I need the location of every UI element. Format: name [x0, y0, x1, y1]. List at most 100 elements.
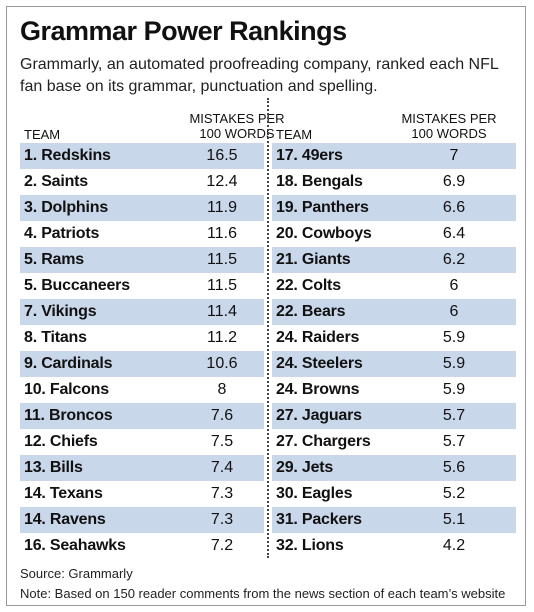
chart-title: Grammar Power Rankings — [20, 16, 347, 46]
table-left-column: 1. Redskins 16.5 2. Saints 12.4 3. Dolphins 1… — [20, 143, 264, 559]
mistakes-value: 6 — [449, 303, 459, 320]
mistakes-value: 16.5 — [206, 147, 238, 164]
team-name: 29. Jets — [276, 459, 334, 476]
mistakes-value: 11.5 — [207, 251, 237, 268]
footnote: Note: Based on 150 reader comments from … — [20, 586, 506, 601]
mistakes-value: 12.4 — [206, 173, 238, 190]
table-row: 2. Saints 12.4 — [20, 169, 264, 195]
mistakes-value: 7.4 — [210, 459, 234, 476]
left-value-header: MISTAKES PER 100 WORDS — [162, 111, 312, 141]
table-row: 20. Cowboys 6.4 — [272, 221, 516, 247]
mistakes-value: 7.5 — [210, 433, 234, 450]
table-row: 27. Jaguars 5.7 — [272, 403, 516, 429]
table-row: 14. Ravens 7.3 — [20, 507, 264, 533]
team-name: 14. Ravens — [24, 511, 106, 528]
table-row: 5. Rams 11.5 — [20, 247, 264, 273]
team-name: 27. Jaguars — [276, 407, 362, 424]
right-team-header: TEAM — [276, 127, 313, 142]
table-row: 30. Eagles 5.2 — [272, 481, 516, 507]
left-value-header-line1: MISTAKES PER — [189, 111, 285, 126]
table-row: 7. Vikings 11.4 — [20, 299, 264, 325]
table-row: 32. Lions 4.2 — [272, 533, 516, 559]
team-name: 31. Packers — [276, 511, 362, 528]
table-row: 29. Jets 5.6 — [272, 455, 516, 481]
mistakes-value: 7.3 — [210, 511, 234, 528]
mistakes-value: 5.2 — [442, 485, 466, 502]
table-row: 10. Falcons 8 — [20, 377, 264, 403]
team-name: 5. Rams — [24, 251, 84, 268]
right-value-header: MISTAKES PER 100 WORDS — [374, 111, 524, 141]
table-row: 17. 49ers 7 — [272, 143, 516, 169]
mistakes-value: 11.5 — [207, 277, 237, 294]
team-name: 30. Eagles — [276, 485, 353, 502]
source-note: Source: Grammarly — [20, 566, 133, 581]
mistakes-value: 10.6 — [206, 355, 238, 372]
table-row: 12. Chiefs 7.5 — [20, 429, 264, 455]
team-name: 16. Seahawks — [24, 537, 126, 554]
table-row: 22. Colts 6 — [272, 273, 516, 299]
team-name: 3. Dolphins — [24, 199, 109, 216]
team-name: 5. Buccaneers — [24, 277, 130, 294]
team-name: 21. Giants — [276, 251, 351, 268]
table-row: 4. Patriots 11.6 — [20, 221, 264, 247]
mistakes-value: 11.4 — [207, 303, 237, 320]
team-name: 22. Colts — [276, 277, 341, 294]
mistakes-value: 7.6 — [210, 407, 234, 424]
mistakes-value: 5.9 — [442, 329, 466, 346]
table-row: 24. Steelers 5.9 — [272, 351, 516, 377]
table-row: 9. Cardinals 10.6 — [20, 351, 264, 377]
team-name: 9. Cardinals — [24, 355, 113, 372]
table-row: 22. Bears 6 — [272, 299, 516, 325]
table-row: 24. Raiders 5.9 — [272, 325, 516, 351]
table-row: 19. Panthers 6.6 — [272, 195, 516, 221]
team-name: 7. Vikings — [24, 303, 97, 320]
right-value-header-line1: MISTAKES PER — [401, 111, 497, 126]
mistakes-value: 6.4 — [442, 225, 466, 242]
mistakes-value: 5.6 — [442, 459, 466, 476]
table-row: 18. Bengals 6.9 — [272, 169, 516, 195]
table-row: 5. Buccaneers 11.5 — [20, 273, 264, 299]
mistakes-value: 4.2 — [442, 537, 466, 554]
mistakes-value: 5.9 — [442, 381, 466, 398]
team-name: 18. Bengals — [276, 173, 363, 190]
team-name: 12. Chiefs — [24, 433, 98, 450]
table-row: 31. Packers 5.1 — [272, 507, 516, 533]
mistakes-value: 7.2 — [210, 537, 234, 554]
mistakes-value: 5.7 — [442, 407, 466, 424]
table-row: 8. Titans 11.2 — [20, 325, 264, 351]
table-row: 1. Redskins 16.5 — [20, 143, 264, 169]
team-name: 24. Raiders — [276, 329, 360, 346]
column-divider — [267, 98, 269, 558]
table-row: 21. Giants 6.2 — [272, 247, 516, 273]
chart-subtitle: Grammarly, an automated proofreading com… — [20, 56, 499, 95]
table-row: 14. Texans 7.3 — [20, 481, 264, 507]
team-name: 17. 49ers — [276, 147, 343, 164]
team-name: 19. Panthers — [276, 199, 369, 216]
left-value-header-line2: 100 WORDS — [199, 126, 275, 141]
mistakes-value: 11.2 — [207, 329, 237, 346]
table-row: 27. Chargers 5.7 — [272, 429, 516, 455]
team-name: 2. Saints — [24, 173, 89, 190]
mistakes-value: 11.6 — [207, 225, 237, 242]
table-row: 13. Bills 7.4 — [20, 455, 264, 481]
mistakes-value: 11.9 — [207, 199, 237, 216]
mistakes-value: 5.9 — [442, 355, 466, 372]
mistakes-value: 6.6 — [442, 199, 466, 216]
team-name: 10. Falcons — [24, 381, 109, 398]
team-name: 1. Redskins — [24, 147, 111, 164]
table-right-column: 17. 49ers 7 18. Bengals 6.9 19. Panthers 6.6 2… — [272, 143, 516, 559]
team-name: 11. Broncos — [24, 407, 113, 424]
mistakes-value: 6.2 — [442, 251, 466, 268]
team-name: 4. Patriots — [24, 225, 100, 242]
team-name: 14. Texans — [24, 485, 103, 502]
mistakes-value: 6.9 — [442, 173, 466, 190]
mistakes-value: 5.1 — [442, 511, 466, 528]
table-row: 11. Broncos 7.6 — [20, 403, 264, 429]
mistakes-value: 5.7 — [442, 433, 466, 450]
team-name: 8. Titans — [24, 329, 87, 346]
table-row: 24. Browns 5.9 — [272, 377, 516, 403]
team-name: 24. Browns — [276, 381, 360, 398]
mistakes-value: 7.3 — [210, 485, 234, 502]
right-value-header-line2: 100 WORDS — [411, 126, 487, 141]
team-name: 32. Lions — [276, 537, 344, 554]
